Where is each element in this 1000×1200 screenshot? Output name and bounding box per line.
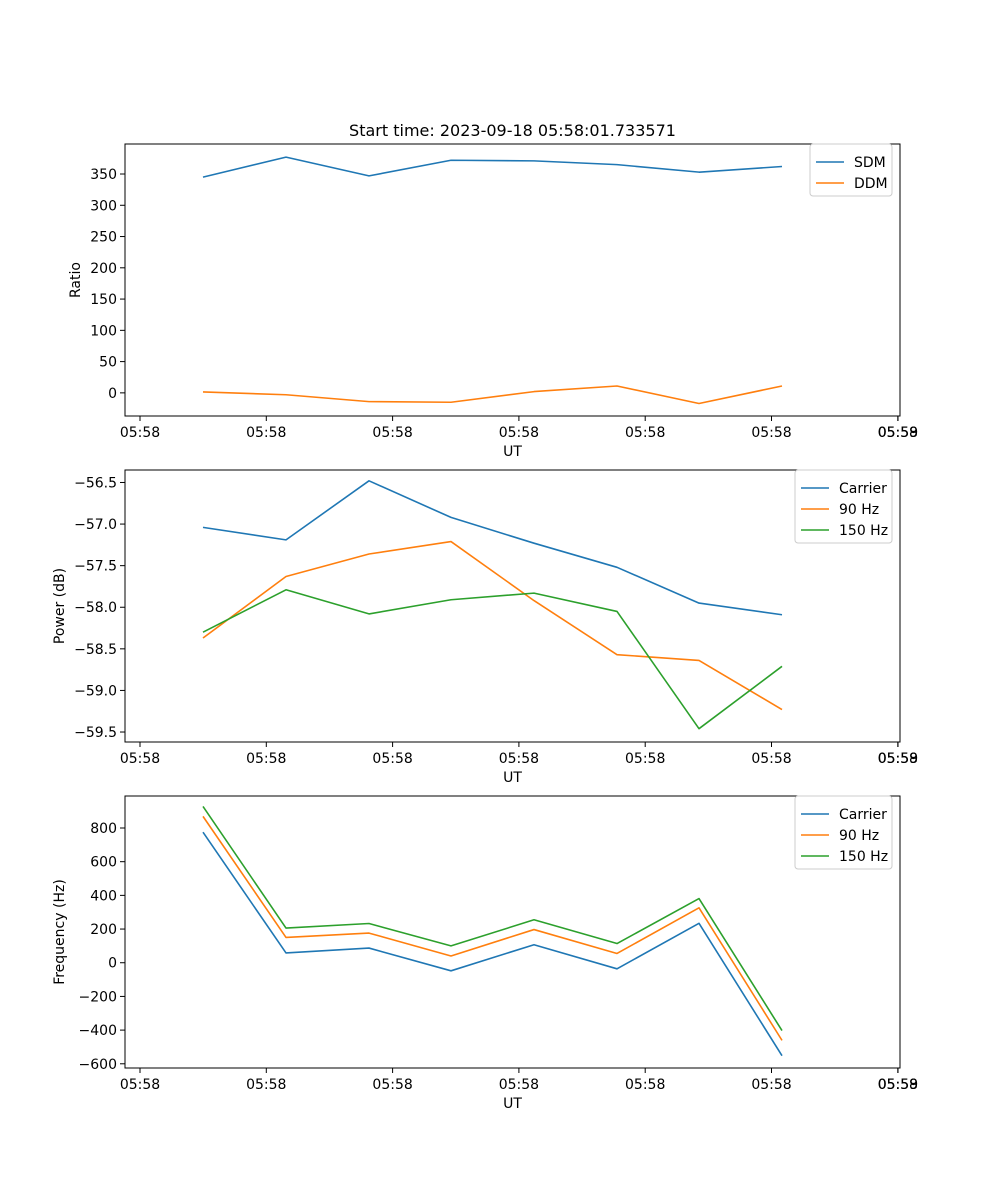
y-tick-label: 100	[90, 323, 117, 339]
x-tick-label: 05:58	[751, 1077, 791, 1093]
y-tick-label: 800	[90, 821, 117, 837]
x-tick-label: 05:59	[878, 1077, 918, 1093]
x-tick-label: 05:58	[625, 425, 665, 441]
legend-label: 150 Hz	[839, 849, 888, 865]
y-tick-label: 50	[99, 355, 117, 371]
axes-frame	[124, 143, 901, 417]
x-tick-label: 05:58	[120, 1077, 160, 1093]
y-tick-label: −59.0	[74, 683, 117, 699]
series-line-90-hz	[202, 815, 783, 1041]
series-line-ddm	[202, 385, 783, 405]
x-tick-label: 05:58	[372, 751, 412, 767]
legend-label: Carrier	[839, 807, 887, 823]
y-tick-label: −57.5	[74, 559, 117, 575]
y-tick-label: −58.5	[74, 642, 117, 658]
x-tick-label: 05:59	[878, 751, 918, 767]
x-tick-label: 05:58	[751, 425, 791, 441]
x-tick-label: 05:58	[878, 425, 918, 441]
x-tick-label: 05:58	[372, 1077, 412, 1093]
y-tick-label: −600	[79, 1057, 117, 1073]
x-tick-label: 05:58	[499, 751, 539, 767]
y-axis-label: Ratio	[68, 262, 84, 298]
x-tick-label: 05:59	[878, 425, 918, 441]
series-line-carrier	[202, 831, 783, 1057]
x-tick-label: 05:58	[499, 1077, 539, 1093]
x-tick-label: 05:58	[878, 1077, 918, 1093]
x-tick-label: 05:58	[878, 751, 918, 767]
legend-label: SDM	[854, 155, 886, 171]
y-tick-label: −56.5	[74, 475, 117, 491]
y-tick-label: 150	[90, 292, 117, 308]
subplot-1: 05:58 05:58 05:58 05:58 05:58 05:58 05:5805:59…	[68, 143, 918, 460]
y-tick-label: −400	[79, 1023, 117, 1039]
x-tick-label: 05:58	[120, 751, 160, 767]
legend: Carrier 90 Hz 150 Hz	[794, 469, 893, 544]
x-tick-label: 05:58	[751, 751, 791, 767]
y-tick-label: 600	[90, 855, 117, 871]
y-tick-label: −57.0	[74, 517, 117, 533]
legend-label: Carrier	[839, 481, 887, 497]
figure-title: Start time: 2023-09-18 05:58:01.733571	[349, 121, 676, 140]
series-line-150-hz	[202, 588, 783, 730]
y-axis-label: Frequency (Hz)	[52, 879, 68, 985]
x-tick-label: 05:58	[499, 425, 539, 441]
x-tick-label: 05:58	[625, 1077, 665, 1093]
y-tick-label: −59.5	[74, 725, 117, 741]
plots: 05:58 05:58 05:58 05:58 05:58 05:58 05:5805:59…	[52, 143, 918, 1112]
legend-label: 90 Hz	[839, 828, 879, 844]
x-tick-label: 05:58	[625, 751, 665, 767]
subplot-2: 05:58 05:58 05:58 05:58 05:58 05:58 05:5805:59…	[52, 469, 918, 786]
legend: SDM DDM	[809, 143, 893, 197]
y-tick-label: 300	[90, 198, 117, 214]
axes-frame	[124, 469, 901, 743]
y-tick-label: 400	[90, 888, 117, 904]
y-tick-label: 0	[108, 956, 117, 972]
series-line-sdm	[202, 156, 783, 178]
legend-label: 90 Hz	[839, 502, 879, 518]
y-tick-label: 200	[90, 922, 117, 938]
x-axis-label: UT	[503, 444, 522, 460]
x-axis-label: UT	[503, 770, 522, 786]
y-tick-label: −200	[79, 989, 117, 1005]
y-tick-label: 0	[108, 386, 117, 402]
axes-frame	[124, 795, 901, 1069]
x-tick-label: 05:58	[372, 425, 412, 441]
x-tick-label: 05:58	[120, 425, 160, 441]
legend: Carrier 90 Hz 150 Hz	[794, 795, 893, 870]
series-line-150-hz	[202, 805, 783, 1032]
y-tick-label: 250	[90, 230, 117, 246]
y-axis-label: Power (dB)	[52, 568, 68, 644]
legend-label: 150 Hz	[839, 523, 888, 539]
x-tick-label: 05:58	[246, 751, 286, 767]
x-axis-label: UT	[503, 1096, 522, 1112]
series-line-carrier	[202, 480, 783, 616]
legend-label: DDM	[854, 176, 888, 192]
y-tick-label: 200	[90, 261, 117, 277]
y-tick-label: −58.0	[74, 600, 117, 616]
series-line-90-hz	[202, 540, 783, 711]
x-tick-label: 05:58	[246, 1077, 286, 1093]
y-tick-label: 350	[90, 167, 117, 183]
x-tick-label: 05:58	[246, 425, 286, 441]
subplot-3: 05:58 05:58 05:58 05:58 05:58 05:58 05:5805:59…	[52, 795, 918, 1112]
